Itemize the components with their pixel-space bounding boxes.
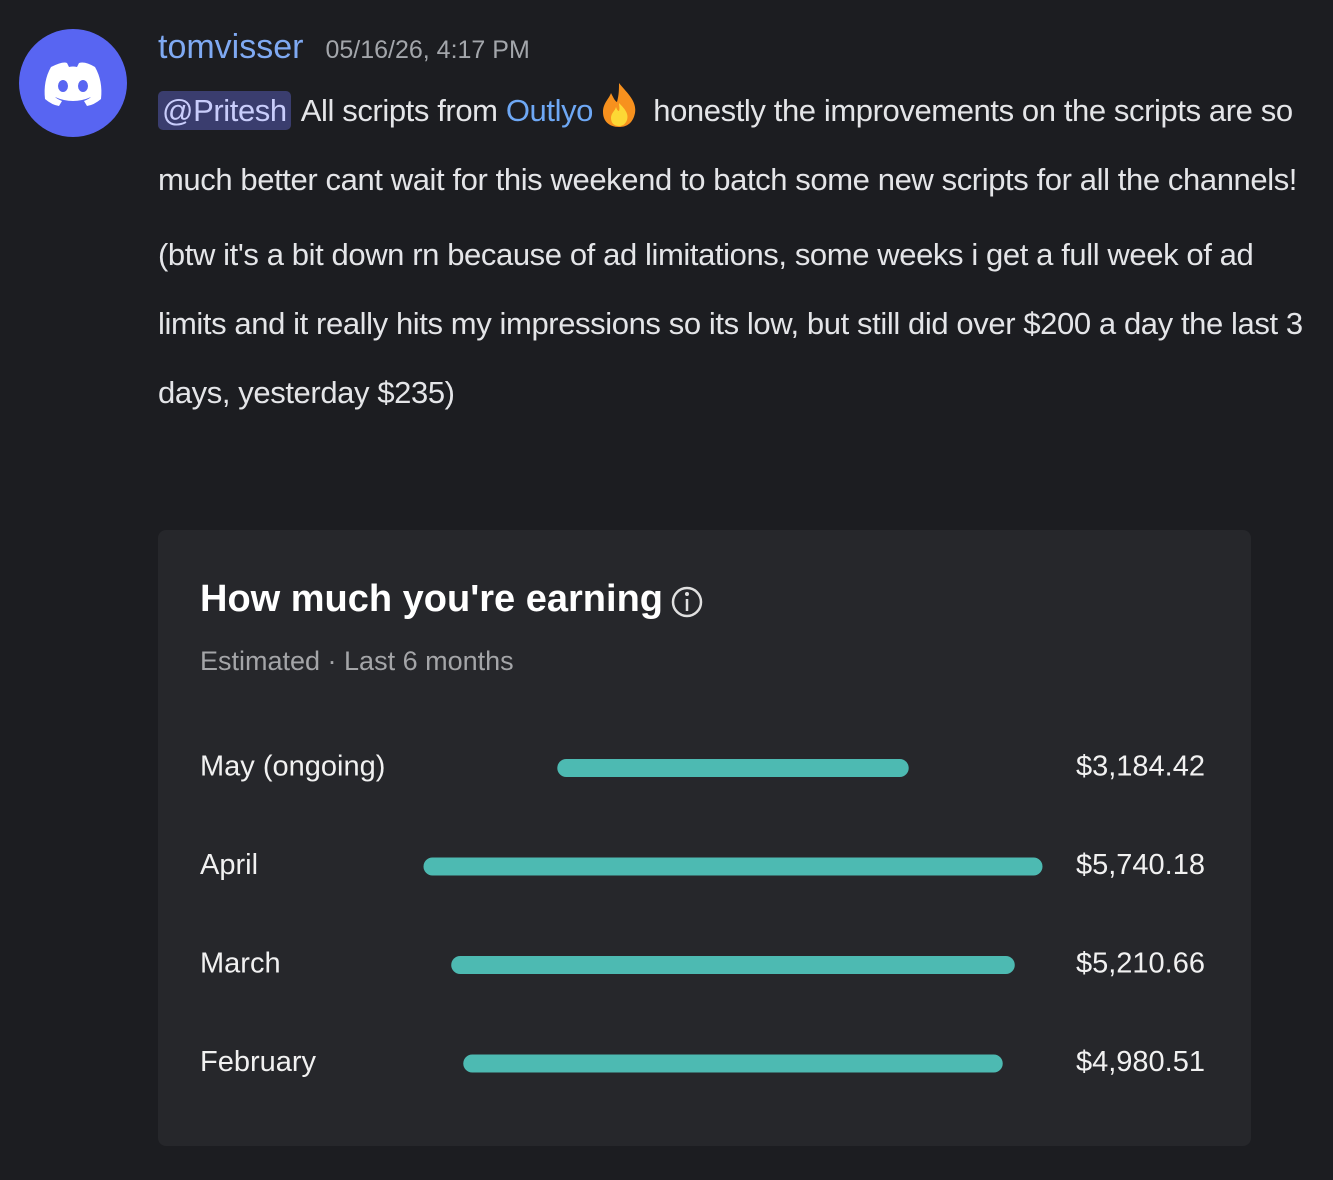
category-label: February xyxy=(200,1046,317,1078)
text: honestly the improvements on the scripts… xyxy=(158,93,1298,197)
bar-rows: May (ongoing) $3,184.42 April $5,740.18 Marc… xyxy=(200,751,1205,1079)
category-label: May (ongoing) xyxy=(200,751,385,783)
message-body: @Pritesh All scripts from Outlyo honestly… xyxy=(158,76,1323,433)
mention[interactable]: @Pritesh xyxy=(158,91,291,130)
message-header: tomvisser 05/16/26, 4:17 PM xyxy=(158,28,530,67)
value-label: $4,980.51 xyxy=(1076,1046,1205,1078)
value-label: $3,184.42 xyxy=(1076,751,1205,783)
logo-eye xyxy=(58,80,68,92)
card-title: How much you're earning xyxy=(200,578,663,620)
timestamp: 05/16/26, 4:17 PM xyxy=(325,36,530,64)
author[interactable]: tomvisser xyxy=(158,28,304,66)
text: All scripts from xyxy=(300,93,498,128)
value-label: $5,740.18 xyxy=(1076,849,1205,881)
avatar[interactable] xyxy=(19,29,127,137)
paragraph: @Pritesh All scripts from Outlyo honestly… xyxy=(158,76,1323,214)
earnings-card: How much you're earning Estimated · Last… xyxy=(158,530,1251,1146)
discord-logo xyxy=(44,62,102,106)
logo-eye xyxy=(78,80,88,92)
card-background xyxy=(158,530,1251,1146)
category-label: March xyxy=(200,948,281,980)
category-label: April xyxy=(200,849,258,881)
paragraph: (btw it's a bit down rn because of ad li… xyxy=(158,237,1303,410)
link[interactable]: Outlyo xyxy=(505,93,594,128)
value-label: $5,210.66 xyxy=(1076,948,1205,980)
card-subtitle: Estimated · Last 6 months xyxy=(200,646,514,676)
info-icon[interactable] xyxy=(671,586,703,618)
fire-emoji xyxy=(603,83,636,127)
